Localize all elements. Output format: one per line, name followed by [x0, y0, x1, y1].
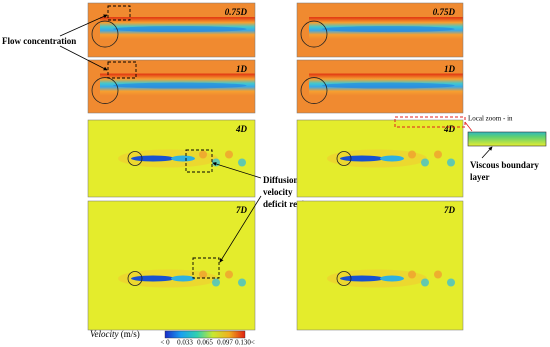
annotation: deficit region [263, 199, 314, 209]
contour-panel: 7D [87, 200, 256, 331]
cylinder [91, 20, 119, 48]
vortex [238, 278, 246, 287]
colorbar-ticks: < 0 0.033 0.065 0.097 0.130< [160, 339, 255, 347]
colorbar-tick: 0.130< [235, 339, 255, 347]
panel-label: 7D [236, 205, 248, 215]
zoom-inset [467, 131, 547, 147]
wake-core [321, 82, 455, 89]
panel-label: 1D [444, 64, 456, 74]
colorbar-tick: 0.065 [197, 339, 213, 347]
arrow [59, 45, 108, 71]
vortex [199, 150, 207, 159]
contour-panel: 0.75D [296, 2, 464, 58]
contour-panel: 1D [296, 59, 464, 114]
wake-mid [380, 275, 404, 282]
arrow [212, 162, 262, 179]
arrow [481, 146, 493, 159]
panel-bg [297, 201, 463, 330]
dashed-box [107, 61, 137, 79]
cylinder [91, 77, 119, 104]
panel-bg [88, 201, 255, 330]
vortex [421, 278, 429, 287]
panel-frame [296, 200, 464, 331]
dashed-box [192, 257, 220, 279]
panel-frame [296, 119, 464, 198]
dashed-box [107, 5, 131, 21]
arrow [59, 14, 108, 37]
contour-panel: 4D [87, 119, 256, 198]
wake-core [340, 155, 384, 162]
vortex [212, 158, 220, 167]
panel-label: 0.75D [433, 7, 456, 17]
colorbar-tick: 0.097 [217, 339, 233, 347]
annotation: Diffusion of [263, 175, 309, 185]
dashed-box [185, 149, 213, 173]
panel-label: 0.75D [225, 7, 248, 17]
vortex [408, 150, 416, 159]
cylinder [300, 20, 328, 48]
vortex [447, 278, 455, 287]
vortex [212, 278, 220, 287]
wake-core [131, 155, 175, 162]
vortex [225, 270, 233, 279]
panel-label: 7D [444, 205, 456, 215]
connector [464, 121, 473, 132]
wake-core [321, 26, 455, 33]
annotation: Flow concentration [2, 36, 76, 46]
wake-mid [171, 155, 195, 162]
panel-frame [87, 2, 256, 58]
contour-panel: 7D [296, 200, 464, 331]
vortex [408, 270, 416, 279]
contour-panel: 0.75D [87, 2, 256, 58]
annotation: layer [470, 172, 490, 182]
cylinder [336, 151, 352, 166]
wake-core [113, 26, 247, 33]
wake-core [113, 82, 247, 89]
vortex [434, 270, 442, 279]
contour-panel: 1D [87, 59, 256, 114]
wake-core [131, 275, 175, 282]
panel-frame [87, 200, 256, 331]
cylinder [300, 77, 328, 104]
colorbar-label: Velocity (m/s) [90, 329, 140, 339]
arrow [219, 195, 262, 263]
panel-frame [87, 119, 256, 198]
colorbar-tick: < 0 [160, 339, 170, 347]
vortex [199, 270, 207, 279]
wake-mid [171, 275, 195, 282]
panel-label: 4D [235, 124, 248, 134]
panel-label: 1D [236, 64, 248, 74]
contour-panel: 4D [296, 119, 464, 198]
panel-frame [296, 59, 464, 114]
annotation: Local zoom - in [468, 115, 513, 123]
colorbar-tick: 0.033 [177, 339, 193, 347]
wake-mid [380, 155, 404, 162]
annotation: velocity [263, 187, 293, 197]
cylinder [336, 271, 352, 286]
vortex [447, 158, 455, 167]
panel-frame [296, 2, 464, 58]
vortex [421, 158, 429, 167]
overlay [59, 5, 493, 279]
cylinder [127, 271, 143, 286]
vortex [434, 150, 442, 159]
annotation: Viscous boundary [470, 160, 539, 170]
cylinder [127, 151, 143, 166]
panel-frame [87, 59, 256, 114]
vortex [225, 150, 233, 159]
vortex [238, 158, 246, 167]
panel-label: 4D [443, 124, 456, 134]
colorbar [164, 330, 246, 339]
panels: 0.75D 1D 4D 7D 0.75D 1D 4D 7D [87, 2, 464, 331]
wake-core [340, 275, 384, 282]
